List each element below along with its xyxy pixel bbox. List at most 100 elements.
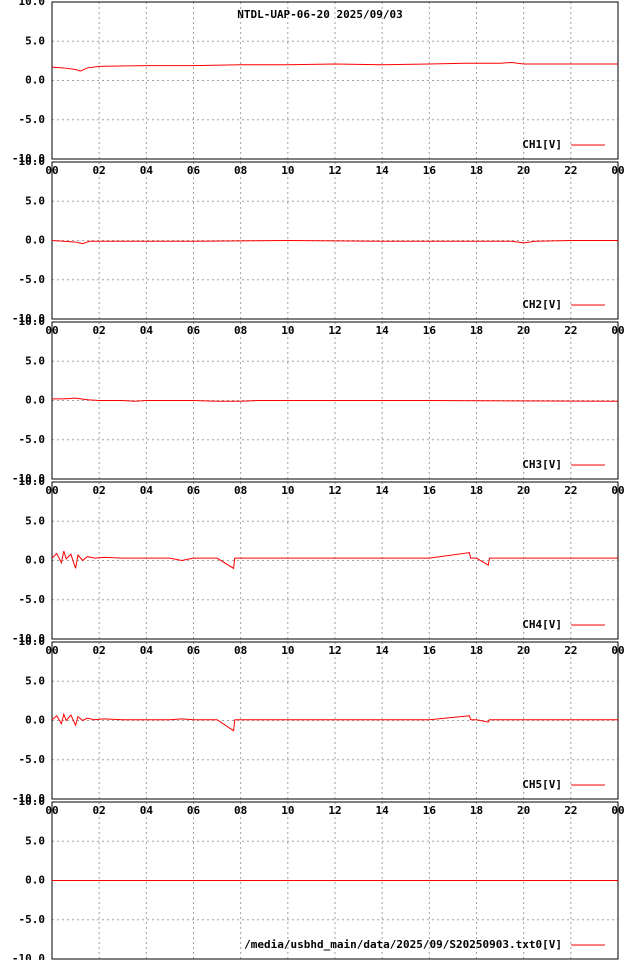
x-tick-label: 22	[564, 484, 577, 497]
y-tick-label: 0.0	[25, 394, 45, 407]
legend-label: CH1[V]	[522, 138, 562, 151]
x-tick-label: 02	[93, 644, 106, 657]
data-line	[51, 712, 618, 732]
legend-label: CH3[V]	[522, 458, 562, 471]
panel: -10.0-5.00.05.010.000 02 04 06 08 10 12 14 16 18 2…	[12, 315, 625, 497]
y-tick-label: -5.0	[19, 273, 46, 286]
legend-label: CH2[V]	[522, 298, 562, 311]
x-tick-label: 02	[93, 484, 106, 497]
data-line	[51, 239, 618, 245]
x-tick-label: 04	[140, 164, 154, 177]
data-line	[52, 397, 619, 402]
x-tick-label: 12	[328, 164, 341, 177]
x-tick-label: 18	[470, 324, 483, 337]
plot-frame	[51, 321, 619, 480]
panel: -10.0-5.00.05.010.000 02 04 06 08 10 12 14 16 18 2…	[12, 155, 625, 337]
y-tick-label: -10.0	[12, 792, 45, 805]
x-tick-label: 14	[376, 644, 390, 657]
x-tick-label: 08	[234, 804, 247, 817]
x-tick-label: 16	[423, 324, 437, 337]
x-tick-label: 12	[328, 324, 341, 337]
y-tick-label: 5.0	[25, 674, 45, 687]
y-tick-label: 10.0	[19, 0, 46, 8]
y-tick-label: -10.0	[12, 472, 45, 485]
y-tick-label: 5.0	[25, 834, 45, 847]
y-tick-label: 5.0	[25, 194, 45, 207]
y-tick-label: -10.0	[12, 152, 45, 165]
y-tick-label: -5.0	[19, 753, 46, 766]
x-tick-label: 20	[517, 164, 530, 177]
x-tick-label: 12	[328, 804, 341, 817]
legend-label: CH5[V]	[522, 778, 562, 791]
x-tick-label: 20	[517, 324, 530, 337]
panel: -10.0-5.00.05.010.000 02 04 06 08 10 12 14 16 18 2…	[12, 475, 625, 657]
x-tick-label: 18	[470, 804, 483, 817]
y-tick-label: 10.0	[19, 315, 46, 328]
x-tick-label: 04	[140, 324, 154, 337]
plot-frame	[51, 481, 619, 640]
y-tick-label: 0.0	[25, 874, 45, 887]
y-tick-label: 5.0	[25, 34, 45, 47]
x-tick-label: 06	[187, 324, 201, 337]
x-tick-label: 16	[423, 164, 437, 177]
x-tick-label: 12	[328, 484, 341, 497]
x-tick-label: 16	[423, 484, 437, 497]
x-tick-label: 10	[281, 644, 294, 657]
x-tick-label: 04	[140, 804, 154, 817]
legend-label: /media/usbhd_main/data/2025/09/S20250903…	[244, 938, 562, 951]
x-tick-label: 22	[564, 164, 577, 177]
x-tick-label: 06	[187, 164, 201, 177]
x-tick-label: 10	[281, 164, 294, 177]
x-tick-label: 10	[281, 484, 294, 497]
x-tick-label: 18	[470, 164, 483, 177]
data-line	[51, 61, 618, 72]
panel: -10.0 -5.0 0.0 5.0 10.0/media/usbhd_main/dat…	[12, 795, 619, 960]
x-tick-label: 22	[564, 644, 577, 657]
x-tick-label: 18	[470, 484, 483, 497]
x-tick-label: 10	[281, 324, 294, 337]
x-tick-label: 10	[281, 804, 294, 817]
x-tick-label: 22	[564, 324, 577, 337]
y-tick-label: -5.0	[19, 113, 46, 126]
y-tick-label: -5.0	[19, 593, 46, 606]
x-tick-label: 14	[376, 484, 390, 497]
x-tick-label: 08	[234, 164, 247, 177]
y-tick-label: -5.0	[19, 433, 46, 446]
x-tick-label: 12	[328, 644, 341, 657]
x-tick-label: 20	[517, 804, 530, 817]
y-tick-label: -10.0	[12, 312, 45, 325]
x-tick-label: 20	[517, 644, 530, 657]
y-tick-label: 10.0	[19, 635, 46, 648]
x-tick-label: 06	[187, 644, 201, 657]
x-tick-label: 04	[140, 644, 154, 657]
y-tick-label: 0.0	[25, 234, 45, 247]
legend-label: CH4[V]	[522, 618, 562, 631]
chart-title: NTDL-UAP-06-20 2025/09/03	[237, 8, 403, 21]
x-tick-label: 14	[376, 804, 390, 817]
y-tick-label: 0.0	[25, 554, 45, 567]
x-tick-label: 08	[234, 324, 247, 337]
y-tick-label: 10.0	[19, 475, 46, 488]
plot-frame	[51, 1, 619, 160]
x-tick-label: 18	[470, 644, 483, 657]
x-tick-label: 14	[376, 164, 390, 177]
x-tick-label: 14	[376, 324, 390, 337]
y-tick-label: 5.0	[25, 354, 45, 367]
x-tick-label: 02	[93, 804, 106, 817]
x-tick-label: 06	[187, 804, 201, 817]
y-tick-label: 10.0	[19, 795, 46, 808]
x-tick-label: 06	[187, 484, 201, 497]
y-tick-label: 0.0	[25, 74, 45, 87]
y-tick-label: -10.0	[12, 632, 45, 645]
y-tick-label: 10.0	[19, 155, 46, 168]
plot-frame	[51, 641, 619, 800]
y-tick-label: 5.0	[25, 514, 45, 527]
x-tick-label: 16	[423, 804, 437, 817]
x-tick-label: 02	[93, 164, 106, 177]
panel: -10.0-5.00.05.010.000 02 04 06 08 10 12 14 16 18 2…	[12, 0, 625, 177]
y-tick-label: -10.0	[12, 952, 45, 960]
x-tick-label: 22	[564, 804, 577, 817]
y-tick-label: -5.0	[19, 913, 46, 926]
y-tick-label: 0.0	[25, 714, 45, 727]
